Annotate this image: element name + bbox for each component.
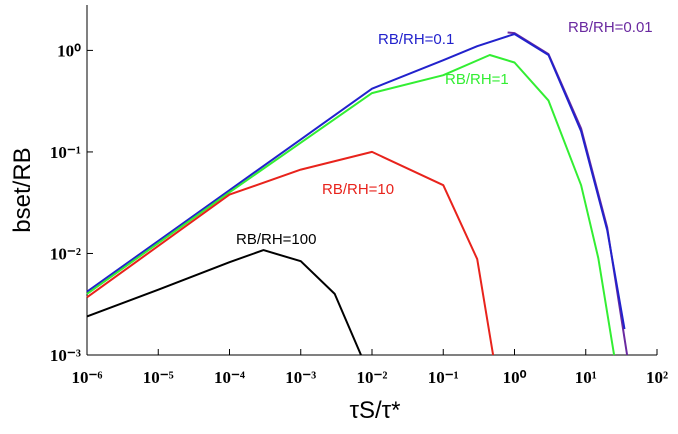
series-label: RB/RH=0.01 xyxy=(568,19,653,36)
series-line xyxy=(86,249,362,356)
series-label: RB/RH=10 xyxy=(322,181,394,198)
x-tick-label: 10⁻⁶ xyxy=(71,368,102,387)
series-line xyxy=(86,54,616,356)
x-tick-label: 10⁻⁵ xyxy=(143,368,174,387)
y-tick-label: 10⁰ xyxy=(57,41,81,60)
series-label: RB/RH=100 xyxy=(236,231,316,248)
x-tick-label: 10⁻⁴ xyxy=(214,368,245,387)
x-tick-label: 10⁰ xyxy=(503,368,527,387)
y-tick-label: 10⁻¹ xyxy=(50,143,81,162)
x-tick-label: 10⁻² xyxy=(356,368,387,387)
series-line xyxy=(86,33,626,330)
y-tick-label: 10⁻³ xyxy=(50,346,81,365)
x-tick-label: 10² xyxy=(646,368,668,387)
series-label: RB/RH=1 xyxy=(445,71,509,88)
x-tick-label: 10¹ xyxy=(575,368,597,387)
x-tick-label: 10⁻¹ xyxy=(428,368,459,387)
y-tick-label: 10⁻² xyxy=(50,244,81,263)
x-tick-label: 10⁻³ xyxy=(285,368,316,387)
x-axis-label: τS/τ* xyxy=(350,397,401,424)
series-line xyxy=(507,31,629,356)
series-label: RB/RH=0.1 xyxy=(378,31,454,48)
y-axis-label: bset/RB xyxy=(9,147,36,232)
series-line xyxy=(86,150,495,356)
